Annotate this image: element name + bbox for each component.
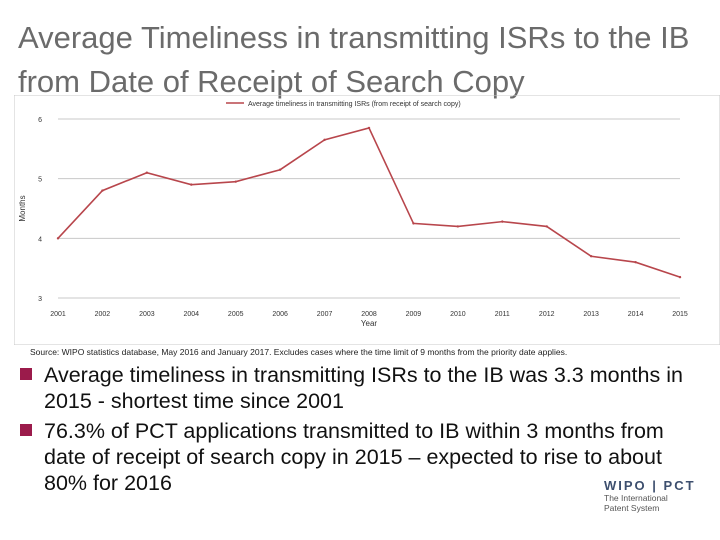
x-tick-label: 2014 bbox=[628, 311, 644, 318]
x-tick-label: 2008 bbox=[361, 311, 377, 318]
x-tick-label: 2002 bbox=[95, 311, 111, 318]
chart-frame bbox=[13, 94, 720, 346]
x-tick-label: 2007 bbox=[317, 311, 333, 318]
series-line-0 bbox=[57, 127, 681, 278]
bullet-item-2: 76.3% of PCT applications transmitted to… bbox=[18, 418, 708, 496]
x-tick-label: 2009 bbox=[406, 311, 422, 318]
x-tick-label: 2006 bbox=[272, 311, 288, 318]
data-point bbox=[190, 183, 193, 186]
data-point bbox=[367, 126, 371, 130]
data-point bbox=[278, 168, 282, 171]
x-tick-label: 2011 bbox=[495, 311, 510, 318]
chart-svg: 3 4 5 6 2001 2002 2003 2004 2005 2006 2007 2008 2009… bbox=[13, 94, 720, 346]
x-tick-label: 2001 bbox=[50, 311, 66, 318]
logo-sub-line-1: The International bbox=[604, 493, 668, 503]
y-tick-label: 4 bbox=[38, 236, 42, 243]
logo-main-text: WIPO | PCT bbox=[604, 478, 696, 493]
y-tick-label: 6 bbox=[38, 117, 42, 124]
data-point bbox=[234, 180, 237, 183]
x-axis-label: Year bbox=[361, 319, 378, 328]
data-point bbox=[323, 138, 326, 142]
data-point bbox=[634, 261, 637, 264]
bullet-text-1: Average timeliness in transmitting ISRs … bbox=[44, 363, 683, 413]
wipo-pct-logo: WIPO | PCT The International Patent Syst… bbox=[604, 478, 714, 532]
x-tick-label: 2013 bbox=[583, 311, 599, 318]
bullet-square-icon bbox=[20, 368, 32, 380]
line-chart: 3 4 5 6 2001 2002 2003 2004 2005 2006 2007 2008 2009… bbox=[13, 94, 720, 346]
bullet-list: Average timeliness in transmitting ISRs … bbox=[18, 362, 708, 500]
legend-label: Average timeliness in transmitting ISRs … bbox=[248, 101, 461, 108]
data-point bbox=[501, 220, 504, 223]
x-tick-label: 2010 bbox=[450, 311, 466, 318]
x-tick-label: 2003 bbox=[139, 311, 155, 318]
source-note: Source: WIPO statistics database, May 20… bbox=[30, 347, 568, 357]
y-axis-label: Months bbox=[18, 195, 27, 221]
bullet-square-icon bbox=[20, 424, 32, 436]
data-point bbox=[412, 222, 415, 225]
bullet-text-2: 76.3% of PCT applications transmitted to… bbox=[44, 419, 664, 495]
slide-title: Average Timeliness in transmitting ISRs … bbox=[18, 20, 690, 99]
bullet-item-1: Average timeliness in transmitting ISRs … bbox=[18, 362, 708, 414]
x-tick-label: 2015 bbox=[672, 311, 688, 318]
y-tick-label: 5 bbox=[38, 177, 42, 184]
data-point bbox=[678, 275, 682, 279]
data-point bbox=[56, 237, 60, 240]
x-tick-label: 2005 bbox=[228, 311, 244, 318]
data-point bbox=[456, 225, 460, 228]
x-tick-label: 2004 bbox=[183, 311, 199, 318]
data-point bbox=[145, 171, 149, 174]
x-tick-label: 2012 bbox=[539, 311, 555, 318]
y-tick-label: 3 bbox=[38, 296, 42, 303]
data-point bbox=[589, 255, 593, 258]
data-point bbox=[545, 225, 548, 228]
logo-sub-line-2: Patent System bbox=[604, 503, 660, 513]
data-point bbox=[101, 189, 104, 192]
